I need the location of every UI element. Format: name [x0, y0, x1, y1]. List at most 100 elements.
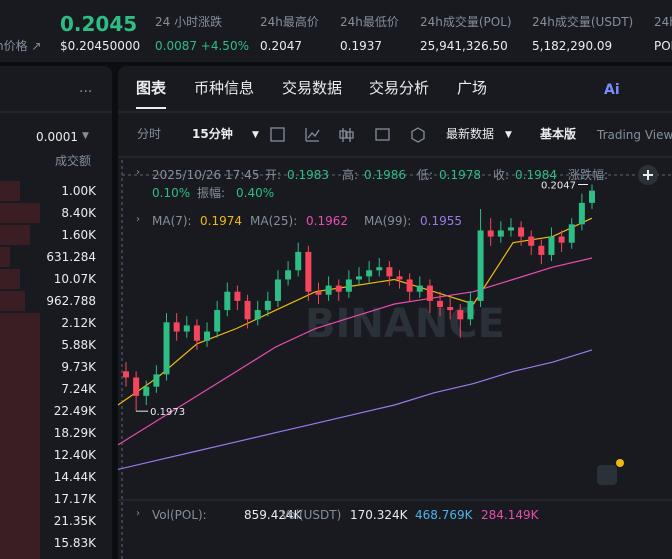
candle-body [548, 236, 555, 255]
icon[interactable] [411, 127, 425, 143]
ma-line [117, 349, 593, 470]
candle-body [477, 230, 484, 301]
ohlc-label: 开: [265, 168, 282, 182]
order-amount: 17.17K [53, 492, 96, 506]
candle-body [163, 322, 170, 375]
interval-select[interactable]: 15分钟 [192, 127, 233, 141]
candle-body [589, 190, 595, 203]
candle-body [264, 300, 271, 311]
amplitude-value: 0.40% [236, 186, 275, 200]
order-amount: 5.88K [61, 338, 96, 352]
candle-body [497, 230, 504, 237]
add-icon [643, 170, 653, 180]
candle-body [487, 230, 494, 237]
tab[interactable]: 交易数据 [282, 79, 343, 97]
volume-text: 284.149K [481, 508, 539, 522]
candle-body [183, 325, 190, 332]
ma-value: 0.1955 [420, 214, 462, 228]
candle-body [437, 300, 444, 308]
order-amount: 1.60K [61, 228, 96, 242]
stat-label: 24h成交量(USDT) [532, 15, 634, 29]
stat-value: 0.0087 +4.50% [155, 39, 249, 53]
collapse-arrow[interactable]: › [136, 508, 140, 519]
usd-price: $0.20450000 [60, 39, 141, 53]
collapse-arrow[interactable]: › [136, 167, 140, 178]
candle-body [173, 322, 180, 332]
stat-label: 24 小时涨跌 [155, 15, 223, 29]
order-amount: 22.49K [53, 404, 96, 418]
order-amount: 21.35K [53, 514, 96, 528]
ma-value: 0.1962 [306, 214, 348, 228]
tradingview-view[interactable]: Trading View [597, 128, 672, 142]
last-price: 0.2045 [60, 12, 138, 36]
stat-value: 0.1937 [340, 39, 382, 53]
tab[interactable]: 广场 [457, 79, 488, 97]
latest-data[interactable]: 最新数据 [446, 127, 495, 141]
time-option[interactable]: 分时 [137, 127, 162, 141]
candle-body [345, 279, 352, 292]
candle-body [274, 279, 281, 301]
candle-body [396, 276, 403, 280]
ohlc-value: 0.1978 [439, 168, 481, 182]
stat-value: POL [654, 39, 672, 53]
order-amount: 15.83K [53, 536, 96, 550]
depth-bar [0, 203, 40, 223]
candle-body [507, 227, 514, 231]
ma-label: MA(7): [152, 214, 192, 228]
order-amount: 1.00K [61, 184, 96, 198]
stat-value: 25,941,326.50 [420, 39, 508, 53]
candle-body [295, 251, 302, 271]
stat-label: 24h成 [654, 15, 672, 29]
stat-label: 24h成交量(POL) [420, 15, 512, 29]
order-amount: 10.07K [53, 272, 96, 286]
order-amount: 14.44K [53, 470, 96, 484]
ohlc-label: 低: [417, 168, 434, 182]
candle-body [204, 331, 211, 341]
ohlc-label: 高: [342, 168, 359, 182]
info-badge[interactable] [597, 465, 617, 485]
collapse-arrow[interactable]: › [136, 214, 140, 225]
order-amount: 631.284 [46, 250, 96, 264]
basic-view[interactable]: 基本版 [540, 127, 577, 141]
tab[interactable]: 币种信息 [194, 79, 255, 97]
toolbar-icons [270, 127, 425, 143]
stat-value: 0.2047 [260, 39, 302, 53]
candle-time: 2025/10/26 17:45 [152, 168, 260, 182]
ma-line [117, 257, 593, 446]
candle-body [416, 285, 423, 292]
icon[interactable] [375, 128, 390, 141]
tab[interactable]: 交易分析 [369, 79, 430, 97]
watermark: BINANCE [305, 301, 505, 347]
tab[interactable]: 图表 [136, 79, 167, 97]
more-button[interactable]: ··· [79, 84, 93, 100]
candle-body [153, 374, 160, 387]
ma-label: MA(99): [364, 214, 412, 228]
dropdown-arrow: ▼ [252, 130, 259, 140]
icon[interactable] [305, 128, 320, 142]
candle-body [467, 300, 474, 320]
icon[interactable] [270, 127, 285, 142]
depth-bar [0, 181, 20, 201]
candle-body [406, 279, 413, 292]
tick-size[interactable]: 0.0001 [36, 130, 78, 144]
order-amount: 8.40K [61, 206, 96, 220]
price-label: n价格 ↗ [0, 39, 42, 53]
order-amount: 9.73K [61, 360, 96, 374]
ma-label: MA(25): [250, 214, 298, 228]
candle-body [568, 224, 575, 243]
ohlc-label: 收: [493, 168, 510, 182]
candle-body [254, 310, 261, 320]
low-marker: 0.1973 [150, 407, 185, 418]
candle-body [558, 236, 565, 243]
change-label: 涨跌幅: [568, 168, 609, 182]
order-amount: 7.24K [61, 382, 96, 396]
icon[interactable] [339, 128, 354, 142]
chart-panel-bg [118, 66, 672, 559]
ai-badge[interactable]: Ai [604, 82, 620, 98]
order-amount: 12.40K [53, 448, 96, 462]
candle-body [234, 291, 241, 301]
volume-text: 859.424K [244, 508, 302, 522]
order-amount: 18.29K [53, 426, 96, 440]
